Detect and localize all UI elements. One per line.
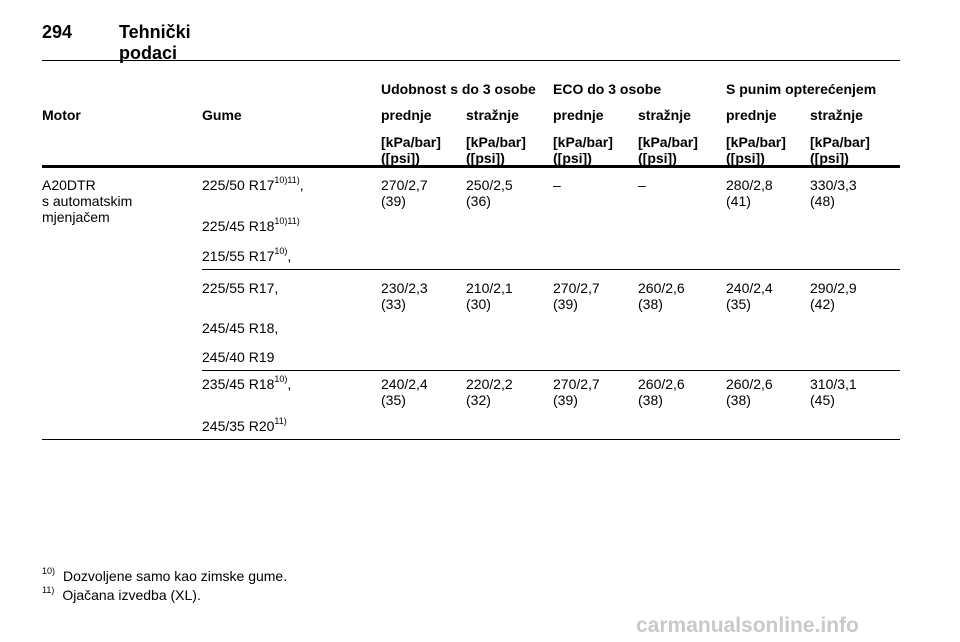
unit-header: [kPa/bar] ([psi]) <box>638 134 698 166</box>
table-bottom-rule <box>42 439 900 440</box>
unit-header: [kPa/bar] ([psi]) <box>553 134 613 166</box>
pressure-value: – <box>638 177 646 193</box>
motor-cell: A20DTR s automatskim mjenjačem <box>42 177 133 225</box>
subheader-front: prednje <box>553 107 604 123</box>
tyre-size: 245/40 R19 <box>202 349 275 365</box>
column-header-motor: Motor <box>42 107 81 123</box>
subheader-rear: stražnje <box>466 107 519 123</box>
tyre-size: 245/35 R2011) <box>202 416 287 434</box>
tyre-size: 215/55 R1710), <box>202 246 292 264</box>
tyre-size: 245/45 R18, <box>202 320 279 336</box>
group-header-eco: ECO do 3 osobe <box>553 81 662 97</box>
header-rule <box>42 60 900 61</box>
unit-header: [kPa/bar] ([psi]) <box>381 134 441 166</box>
pressure-value: 260/2,6 (38) <box>638 280 685 312</box>
pressure-value: 220/2,2 (32) <box>466 376 513 408</box>
pressure-value: 240/2,4 (35) <box>726 280 773 312</box>
pressure-value: 260/2,6 (38) <box>638 376 685 408</box>
pressure-value: 280/2,8 (41) <box>726 177 773 209</box>
pressure-value: 270/2,7 (39) <box>553 280 600 312</box>
subheader-front: prednje <box>381 107 432 123</box>
page-title: Tehnički podaci <box>119 22 191 63</box>
pressure-value: 270/2,7 (39) <box>553 376 600 408</box>
unit-header: [kPa/bar] ([psi]) <box>466 134 526 166</box>
tyre-size: 235/45 R1810), <box>202 374 292 392</box>
pressure-value: 290/2,9 (42) <box>810 280 857 312</box>
column-header-tyres: Gume <box>202 107 242 123</box>
header-bottom-rule <box>42 165 900 168</box>
unit-header: [kPa/bar] ([psi]) <box>810 134 870 166</box>
pressure-value: 330/3,3 (48) <box>810 177 857 209</box>
row-divider <box>202 269 900 270</box>
tyre-size: 225/50 R1710)11), <box>202 175 304 193</box>
pressure-value: 240/2,4 (35) <box>381 376 428 408</box>
pressure-value: 230/2,3 (33) <box>381 280 428 312</box>
tyre-size: 225/45 R1810)11) <box>202 216 300 234</box>
pressure-value: – <box>553 177 561 193</box>
page-number: 294 <box>42 22 73 42</box>
pressure-value: 210/2,1 (30) <box>466 280 513 312</box>
row-divider <box>202 370 900 371</box>
footnote: 11) Ojačana izvedba (XL). <box>42 585 201 603</box>
watermark: carmanualsonline.info <box>636 614 859 637</box>
pressure-value: 270/2,7 (39) <box>381 177 428 209</box>
footnote: 10) Dozvoljene samo kao zimske gume. <box>42 566 288 584</box>
tyre-size: 225/55 R17, <box>202 280 279 296</box>
pressure-value: 310/3,1 (45) <box>810 376 857 408</box>
subheader-front: prednje <box>726 107 777 123</box>
subheader-rear: stražnje <box>638 107 691 123</box>
pressure-value: 260/2,6 (38) <box>726 376 773 408</box>
group-header-comfort: Udobnost s do 3 osobe <box>381 81 536 97</box>
unit-header: [kPa/bar] ([psi]) <box>726 134 786 166</box>
subheader-rear: stražnje <box>810 107 863 123</box>
pressure-value: 250/2,5 (36) <box>466 177 513 209</box>
group-header-full-load: S punim opterećenjem <box>726 81 877 97</box>
